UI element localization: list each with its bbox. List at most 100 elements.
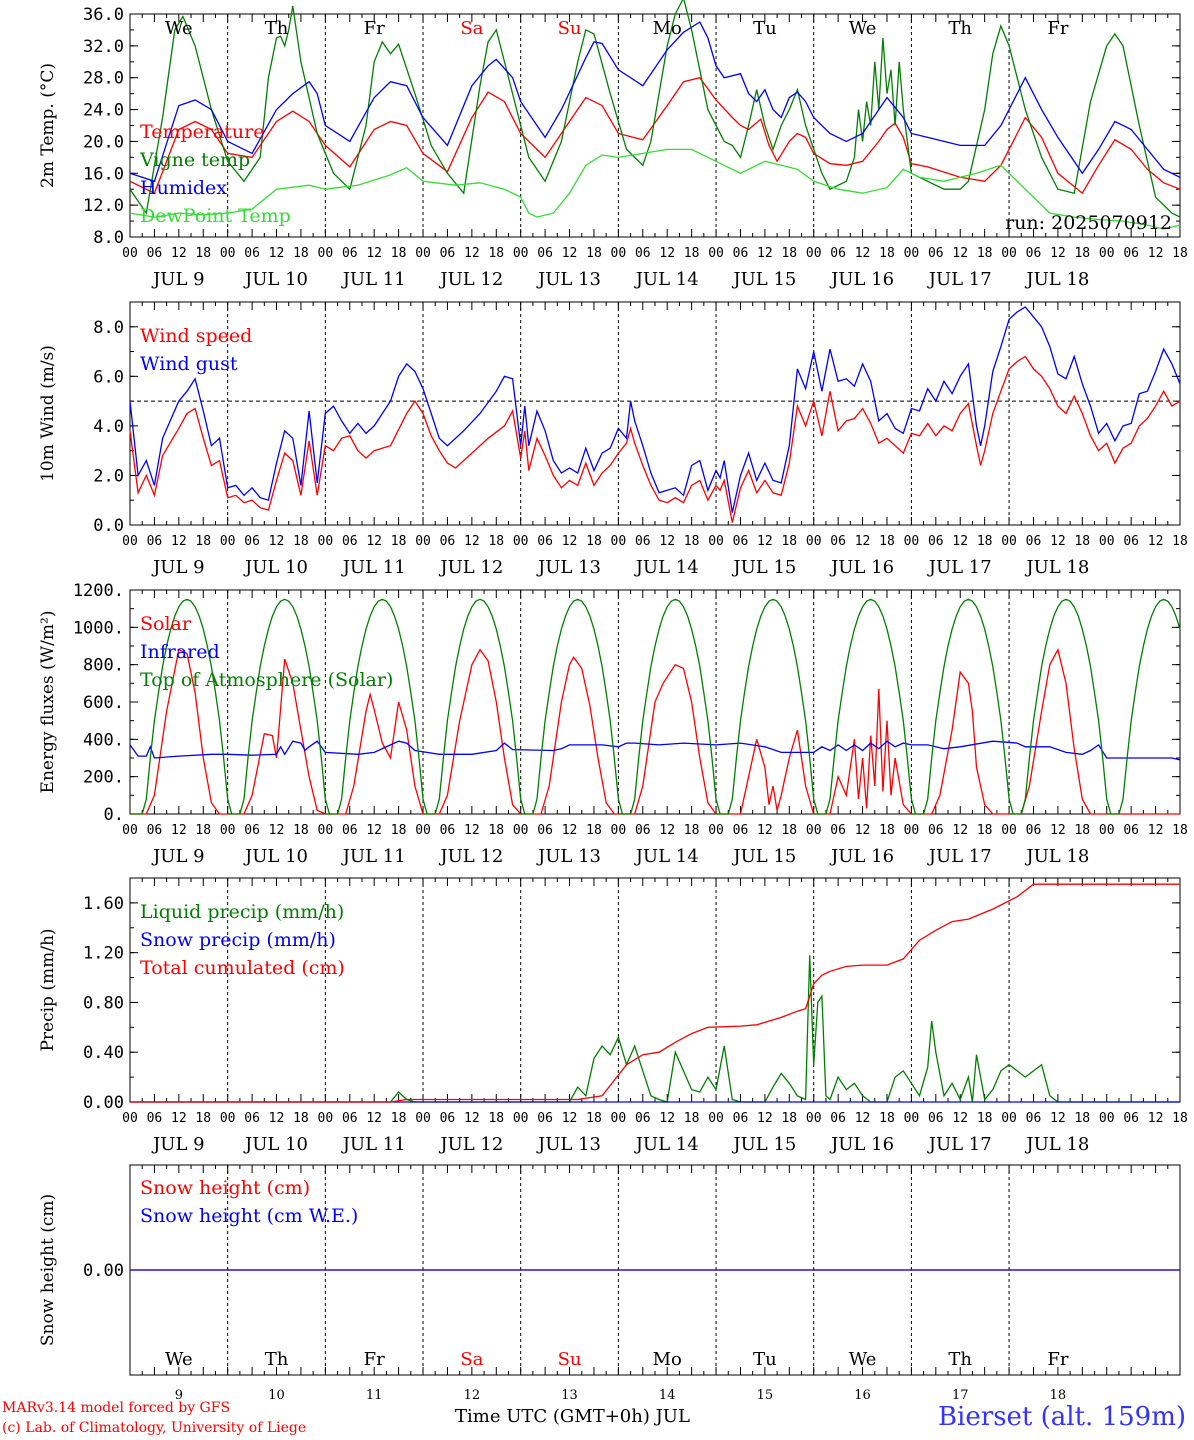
hour-tick-label: 06 (244, 534, 260, 549)
hour-tick-label: 18 (781, 1111, 797, 1126)
y-axis-label: 10m Wind (m/s) (38, 345, 58, 482)
hour-tick-label: 12 (464, 534, 480, 549)
hour-tick-label: 00 (611, 823, 627, 838)
series-line-wind-gust (129, 306, 1181, 513)
hour-tick-label: 06 (440, 823, 456, 838)
legend-entry: Liquid precip (mm/h) (140, 901, 344, 923)
day-abbr-label: Fr (1047, 18, 1068, 39)
hour-tick-label: 12 (659, 246, 675, 261)
hour-tick-label: 12 (757, 1111, 773, 1126)
hour-tick-label: 06 (928, 1111, 944, 1126)
day-abbr-label: We (849, 1349, 877, 1370)
date-label: JUL 11 (341, 269, 406, 290)
hour-tick-label: 12 (269, 1111, 285, 1126)
hour-tick-label: 06 (733, 823, 749, 838)
y-tick-label: 8.0 (93, 228, 124, 248)
day-abbr-label: Fr (364, 18, 385, 39)
date-label: JUL 10 (243, 269, 308, 290)
panel-5: 0.00 Snow height (cm) Snow height (cm) Snow… (38, 1164, 1181, 1403)
hour-tick-label: 18 (879, 534, 895, 549)
hour-tick-label: 12 (366, 1111, 382, 1126)
hour-tick-label: 18 (1172, 823, 1188, 838)
hour-tick-label: 18 (586, 1111, 602, 1126)
hour-tick-label: 12 (855, 1111, 871, 1126)
y-tick-label: 1.20 (83, 944, 124, 964)
hour-tick-label: 00 (708, 1111, 724, 1126)
date-label: JUL 9 (151, 557, 205, 578)
hour-tick-label: 06 (1026, 534, 1042, 549)
y-tick-label: 0.00 (83, 1261, 124, 1281)
date-label: JUL 18 (1024, 269, 1089, 290)
hour-tick-label: 18 (391, 823, 407, 838)
hour-tick-label: 18 (781, 823, 797, 838)
hour-tick-label: 12 (1148, 246, 1164, 261)
hour-tick-label: 06 (147, 534, 163, 549)
y-tick-label: 800. (83, 656, 124, 676)
hour-tick-label: 18 (586, 246, 602, 261)
hour-tick-label: 00 (415, 246, 431, 261)
hour-tick-label: 18 (293, 1111, 309, 1126)
hour-tick-label: 18 (488, 1111, 504, 1126)
hour-tick-label: 00 (611, 246, 627, 261)
x-axis-title: Time UTC (GMT+0h) JUL (455, 1406, 690, 1427)
day-abbr-label: Mo (653, 1349, 682, 1370)
hour-tick-label: 18 (391, 534, 407, 549)
hour-tick-label: 06 (928, 246, 944, 261)
hour-tick-label: 12 (562, 1111, 578, 1126)
date-label: JUL 10 (243, 557, 308, 578)
hour-tick-label: 00 (415, 534, 431, 549)
hour-tick-label: 12 (1050, 823, 1066, 838)
hour-tick-label: 06 (537, 246, 553, 261)
hour-tick-label: 12 (1148, 823, 1164, 838)
hour-tick-label: 06 (244, 823, 260, 838)
hour-tick-label: 18 (1074, 534, 1090, 549)
hour-tick-label: 00 (1099, 1111, 1115, 1126)
hour-tick-label: 06 (1026, 823, 1042, 838)
hour-tick-label: 18 (293, 246, 309, 261)
hour-tick-label: 00 (122, 534, 138, 549)
hour-tick-label: 12 (269, 246, 285, 261)
hour-tick-label: 18 (977, 246, 993, 261)
date-label: JUL 14 (634, 846, 699, 867)
date-label: JUL 13 (536, 557, 601, 578)
legend-entry: Wind gust (140, 353, 238, 375)
date-label: JUL 10 (243, 846, 308, 867)
hour-tick-label: 00 (806, 534, 822, 549)
day-abbr-label: Tu (753, 1349, 777, 1370)
hour-tick-label: 12 (171, 823, 187, 838)
date-label: JUL 9 (151, 269, 205, 290)
legend-entry: Snow precip (mm/h) (140, 929, 336, 951)
day-abbr-label: We (165, 18, 193, 39)
hour-tick-label: 00 (513, 823, 529, 838)
hour-tick-label: 00 (1001, 534, 1017, 549)
hour-tick-label: 12 (855, 823, 871, 838)
hour-tick-label: 00 (220, 534, 236, 549)
hour-tick-label: 00 (122, 1111, 138, 1126)
hour-tick-label: 06 (928, 534, 944, 549)
hour-tick-label: 00 (1099, 823, 1115, 838)
hour-tick-label: 18 (977, 534, 993, 549)
hour-tick-label: 12 (855, 246, 871, 261)
hour-tick-label: 06 (635, 246, 651, 261)
hour-tick-label: 00 (806, 246, 822, 261)
hour-tick-label: 06 (635, 1111, 651, 1126)
day-number-label: 9 (175, 1388, 183, 1403)
day-abbr-label: Sa (460, 18, 483, 39)
run-annotation: run: 2025070912 (1005, 212, 1172, 234)
hour-tick-label: 06 (1026, 1111, 1042, 1126)
hour-tick-label: 06 (928, 823, 944, 838)
date-label: JUL 13 (536, 269, 601, 290)
hour-tick-label: 06 (733, 1111, 749, 1126)
legend-entry: Solar (140, 613, 192, 635)
hour-tick-label: 06 (1123, 246, 1139, 261)
hour-tick-label: 12 (366, 246, 382, 261)
hour-tick-label: 00 (318, 534, 334, 549)
hour-tick-label: 18 (391, 1111, 407, 1126)
hour-tick-label: 00 (708, 246, 724, 261)
y-tick-label: 2.0 (93, 466, 124, 486)
hour-tick-label: 06 (342, 1111, 358, 1126)
date-label: JUL 18 (1024, 846, 1089, 867)
y-tick-label: 0.0 (93, 516, 124, 536)
panel-2: 0.0 2.0 4.0 6.0 8.0 10m Wind (m/s) Wind speed W… (38, 301, 1188, 578)
hour-tick-label: 12 (757, 246, 773, 261)
